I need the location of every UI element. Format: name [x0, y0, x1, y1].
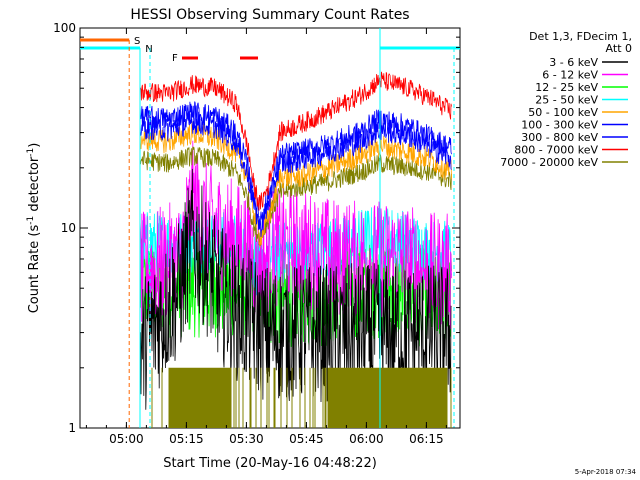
legend-label: 12 - 25 keV [535, 81, 598, 94]
y-axis-label: Count Rate (s-1 detector-1) [26, 143, 42, 314]
series-line [139, 101, 452, 228]
y-tick-label: 100 [53, 21, 76, 35]
chart-title: HESSI Observing Summary Count Rates [130, 7, 409, 23]
y-axis-label-sup2: -1 [26, 148, 36, 157]
series-line [139, 140, 452, 330]
legend-label: 300 - 800 keV [521, 131, 598, 144]
x-tick-label: 05:30 [229, 432, 264, 446]
legend-label: 6 - 12 keV [542, 69, 598, 82]
series-line [139, 110, 452, 238]
y-tick-label: 10 [61, 221, 76, 235]
x-tick-label: 06:15 [409, 432, 444, 446]
y-axis-label-end: ) [27, 143, 42, 148]
y-axis-label-mid: detector [27, 156, 42, 216]
y-tick-label: 1 [68, 421, 76, 435]
series-line [139, 168, 452, 410]
legend-label: 50 - 100 keV [528, 106, 598, 119]
legend-header-line2: Att 0 [606, 42, 632, 55]
axis-layer: 05:00 05:15 05:30 05:45 06:00 06:15 1 10 100 [53, 21, 460, 446]
x-tick-label: 06:00 [349, 432, 384, 446]
flag-n-label: N [145, 44, 152, 55]
x-tick-label: 05:15 [169, 432, 204, 446]
y-axis-label-main: Count Rate (s [27, 225, 42, 314]
legend-label: 7000 - 20000 keV [500, 156, 598, 169]
legend-header-line1: Det 1,3, FDecim 1, [529, 30, 632, 43]
series-layer [139, 71, 452, 428]
series-line [139, 146, 452, 247]
flag-s-label: S [134, 36, 140, 47]
series-line [139, 71, 452, 211]
flag-layer: SN F [80, 28, 460, 428]
flag-f-label: F [172, 53, 178, 64]
x-tick-label: 05:45 [289, 432, 324, 446]
legend-label: 3 - 6 keV [549, 56, 598, 69]
x-axis-label: Start Time (20-May-16 04:48:22) [163, 456, 377, 471]
x-tick-label: 05:00 [109, 432, 144, 446]
legend-label: 100 - 300 keV [521, 119, 598, 132]
footer-date: 5-Apr-2018 07:34 [575, 468, 637, 476]
legend-label: 800 - 7000 keV [514, 144, 598, 157]
legend-label: 25 - 50 keV [535, 94, 598, 107]
y-axis-label-sup1: -1 [26, 216, 36, 225]
